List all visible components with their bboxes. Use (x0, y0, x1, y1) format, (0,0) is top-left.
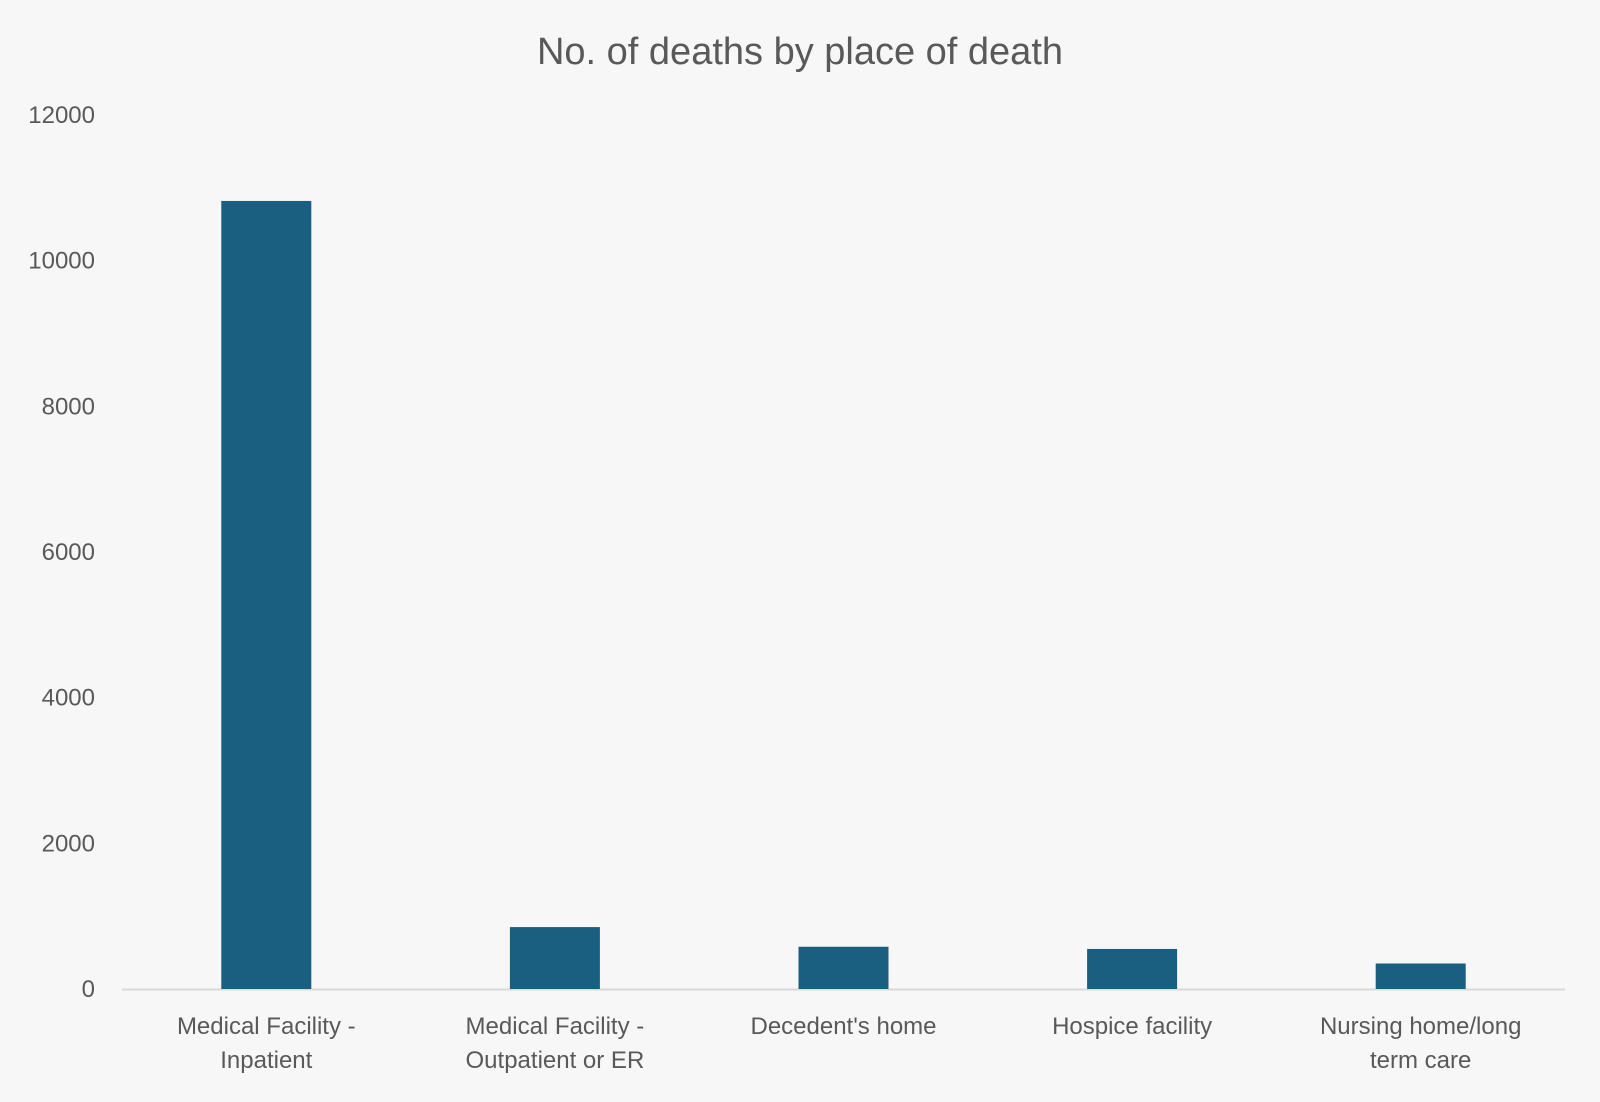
y-tick-label: 12000 (28, 102, 95, 129)
chart-title: No. of deaths by place of death (537, 31, 1063, 73)
bars-group (221, 200, 1466, 989)
x-category-label-line: Medical Facility - (177, 1013, 356, 1040)
x-category-label-line: Hospice facility (1052, 1013, 1212, 1040)
x-category-label: Decedent's home (750, 1013, 936, 1040)
y-axis-ticks: 0 2000 4000 6000 8000 10000 12000 (28, 102, 95, 1003)
x-category-label: Medical Facility - Outpatient or ER (466, 1013, 645, 1074)
bar (1087, 948, 1178, 989)
y-tick-label: 8000 (42, 393, 95, 420)
x-category-label: Medical Facility - Inpatient (177, 1013, 356, 1074)
y-tick-label: 6000 (42, 539, 95, 566)
x-category-label-line: term care (1370, 1047, 1471, 1074)
bar (221, 200, 312, 989)
x-category-label-line: Outpatient or ER (466, 1047, 645, 1074)
y-tick-label: 2000 (42, 830, 95, 857)
y-tick-label: 4000 (42, 685, 95, 712)
x-category-label-line: Medical Facility - (466, 1013, 645, 1040)
x-category-label: Hospice facility (1052, 1013, 1212, 1040)
y-tick-label: 10000 (28, 248, 95, 275)
x-category-label-line: Decedent's home (750, 1013, 936, 1040)
x-category-label: Nursing home/long term care (1320, 1013, 1521, 1074)
bar (509, 927, 600, 989)
bar (1375, 963, 1466, 989)
bar (798, 946, 889, 989)
x-category-label-line: Inpatient (220, 1047, 312, 1074)
x-category-label-line: Nursing home/long (1320, 1013, 1521, 1040)
y-tick-label: 0 (82, 976, 95, 1003)
